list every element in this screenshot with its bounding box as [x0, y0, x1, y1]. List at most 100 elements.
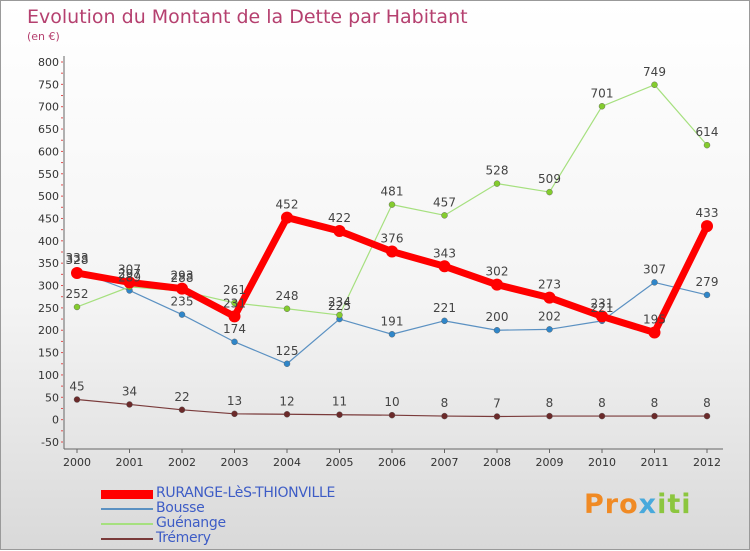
legend-swatch [101, 489, 153, 499]
legend-swatch [101, 508, 153, 510]
data-label: 452 [276, 198, 299, 212]
data-point [333, 224, 346, 237]
data-label: 8 [703, 396, 711, 410]
y-tick-label: 600 [38, 145, 59, 158]
data-label: 125 [276, 344, 299, 358]
data-label: 235 [171, 295, 194, 309]
data-label: 457 [433, 195, 456, 209]
data-label: 509 [538, 172, 561, 186]
data-point [281, 211, 293, 224]
data-point [71, 267, 83, 280]
y-tick-label: 0 [52, 414, 59, 427]
data-point [651, 412, 658, 420]
data-label: 10 [384, 395, 399, 409]
x-tick-label: 2008 [483, 456, 511, 469]
data-label: 293 [171, 269, 194, 283]
data-label: 273 [538, 278, 561, 292]
y-tick-label: 650 [38, 123, 59, 136]
x-tick-label: 2011 [641, 456, 669, 469]
data-point [388, 331, 396, 338]
data-point [651, 81, 658, 89]
data-label: 248 [276, 289, 299, 303]
data-label: 8 [598, 396, 606, 410]
data-point [701, 220, 713, 233]
data-label: 297 [118, 267, 141, 281]
data-point [231, 299, 238, 307]
x-tick-label: 2007 [431, 456, 459, 469]
data-label: 376 [381, 232, 404, 246]
legend-label: RURANGE-LèS-THIONVILLE [156, 485, 336, 501]
data-point [126, 401, 133, 408]
x-tick-label: 2005 [326, 456, 354, 469]
data-point [231, 410, 238, 418]
proxiti-logo: Proxiti [584, 489, 692, 520]
data-label: 481 [381, 185, 404, 199]
data-point [73, 396, 81, 403]
data-point [441, 212, 448, 219]
data-label: 289 [118, 270, 141, 284]
data-point [283, 411, 291, 418]
data-label: 333 [66, 251, 89, 265]
y-tick-label: 200 [38, 324, 59, 337]
data-point [336, 411, 343, 418]
data-point [388, 411, 396, 419]
data-label: 279 [696, 275, 719, 289]
y-tick-label: 250 [38, 302, 59, 315]
data-label: 22 [174, 390, 189, 404]
data-label: 45 [69, 380, 84, 394]
data-label: 200 [486, 310, 509, 324]
data-point [493, 180, 501, 187]
data-point [546, 412, 553, 420]
legend-label: Guénange [156, 515, 226, 531]
y-tick-label: 750 [38, 78, 59, 91]
data-label: 221 [591, 301, 614, 315]
data-point [73, 303, 81, 311]
y-tick-label: 100 [38, 369, 59, 382]
data-point [228, 310, 241, 323]
data-label: 701 [591, 86, 614, 100]
data-label: 261 [223, 283, 246, 297]
data-label: 225 [328, 299, 351, 313]
data-label: 328 [66, 253, 89, 267]
data-label: 528 [486, 164, 509, 178]
data-label: 307 [643, 262, 666, 276]
data-point [703, 291, 711, 299]
data-label: 13 [227, 394, 242, 408]
data-point [336, 311, 343, 319]
x-tick-label: 2003 [221, 456, 249, 469]
data-point [441, 412, 448, 420]
data-point [703, 412, 711, 420]
y-tick-label: 800 [38, 56, 59, 69]
data-point [596, 310, 608, 323]
y-tick-label: -50 [41, 436, 59, 449]
data-point [491, 278, 503, 291]
y-tick-label: 350 [38, 257, 59, 270]
data-point [388, 201, 396, 208]
x-tick-label: 2000 [63, 456, 91, 469]
chart-title: Evolution du Montant de la Dette par Hab… [27, 6, 468, 28]
data-label: 202 [538, 309, 561, 323]
data-label: 174 [223, 322, 246, 336]
y-tick-label: 550 [38, 168, 59, 181]
data-label: 7 [493, 397, 501, 411]
y-tick-label: 400 [38, 235, 59, 248]
data-point [493, 413, 501, 420]
data-label: 221 [433, 301, 456, 315]
data-label: 11 [332, 395, 347, 409]
data-point [178, 311, 186, 318]
data-point [598, 103, 606, 110]
x-tick-label: 2001 [116, 456, 144, 469]
data-label: 8 [651, 396, 659, 410]
data-label: 252 [66, 287, 89, 301]
data-label: 191 [381, 314, 404, 328]
data-point [283, 360, 291, 367]
data-point [546, 326, 553, 333]
x-tick-label: 2002 [168, 456, 196, 469]
data-label: 12 [279, 394, 294, 408]
data-label: 307 [118, 262, 141, 276]
data-label: 343 [433, 246, 456, 260]
data-label: 231 [223, 296, 246, 310]
data-label: 8 [546, 396, 554, 410]
data-point [651, 279, 658, 286]
x-tick-label: 2006 [378, 456, 406, 469]
